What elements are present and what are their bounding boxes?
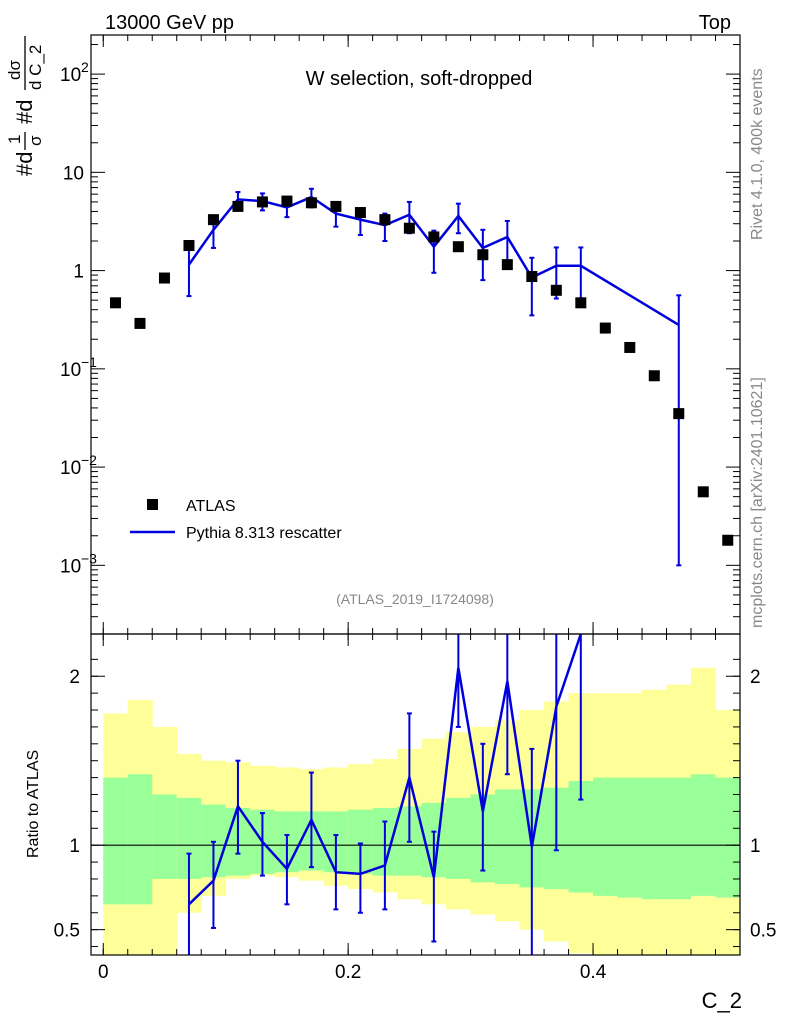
atlas-data-point [648,370,660,382]
ratio-tick-label-right: 1 [750,836,761,857]
atlas-data-point [330,200,342,212]
ylabel-part-a: #d [12,152,37,176]
ylabel-part-b: 1 [5,135,24,144]
atlas-data-point [722,534,734,546]
band-inner-bin [152,794,178,879]
atlas-data-point [379,214,391,226]
band-inner-bin [666,777,692,900]
legend: ATLAS Pythia 8.313 rescatter [130,498,342,542]
ratio-tick-label: 1 [69,836,80,857]
y-tick-label: 10 [60,458,81,479]
atlas-data-point [673,408,685,420]
atlas-data-point [232,200,244,212]
atlas-data-point [501,259,513,271]
process-tag: Top [699,12,731,34]
x-tick-label: 0 [98,962,109,983]
ratio-y-axis-label: Ratio to ATLAS [25,750,42,858]
band-inner-bin [642,777,668,900]
ylabel-part-f: d C_2 [26,45,45,90]
y-tick-exponent: 2 [81,59,89,75]
atlas-data-point [526,271,538,283]
main-frame [90,34,741,635]
y-tick-label: 1 [73,262,84,283]
x-axis-label: C_2 [702,988,742,1013]
ylabel-part-d: #d [12,100,37,124]
legend-atlas-marker [147,499,158,510]
band-inner-bin [127,774,153,905]
ylabel-part-e: dσ [5,60,24,80]
ratio-panel [91,633,741,955]
main-panel [109,187,734,567]
ratio-tick-label: 2 [69,667,80,688]
atlas-data-point [281,195,293,207]
x-tick-label: 0.4 [580,962,607,983]
atlas-data-point [134,317,146,329]
band-inner-bin [617,777,643,898]
y-tick-label: 10 [60,65,81,86]
y-tick-exponent: −3 [81,550,97,566]
ratio-tick-label-right: 0.5 [750,921,776,942]
band-inner-bin [593,777,619,896]
atlas-data-point [624,341,636,353]
atlas-data-point [158,272,170,284]
band-inner-bin [691,774,717,896]
mcplots-label: mcplots.cern.ch [arXiv:2401.10621] [749,377,766,628]
atlas-data-point [599,322,611,334]
energy-label: 13000 GeV pp [105,12,234,34]
band-inner-bin [495,789,521,885]
atlas-data-point [697,486,709,498]
y-tick-exponent: −1 [81,354,97,370]
y-tick-label: 10 [60,556,81,577]
legend-atlas-label: ATLAS [186,498,236,515]
ylabel-part-c: σ [26,135,45,146]
atlas-data-point [575,297,587,309]
atlas-data-point [109,297,121,309]
y-tick-exponent: −2 [81,452,97,468]
atlas-data-point [403,222,415,234]
atlas-data-point [207,214,219,226]
x-tick-label: 0.2 [335,962,361,983]
legend-pythia-label: Pythia 8.313 rescatter [186,525,342,542]
band-inner-bin [103,777,129,905]
band-inner-bin [446,797,472,879]
atlas-data-point [183,240,195,252]
atlas-data-point [305,197,317,209]
atlas-data-point [452,241,464,253]
atlas-data-point [354,207,366,219]
main-y-axis-label: #d 1 σ #d dσ d C_2 [5,36,45,176]
chart-title: W selection, soft-dropped [306,68,533,90]
atlas-data-point [477,249,489,261]
band-inner-bin [715,777,741,898]
atlas-data-point [550,284,562,296]
ratio-tick-label: 0.5 [54,921,80,942]
y-tick-label: 10 [63,163,84,184]
rivet-version-label: Rivet 4.1.0, 400k events [749,68,766,240]
atlas-data-point [428,231,440,243]
ratio-tick-label-right: 2 [750,667,761,688]
y-tick-label: 10 [60,360,81,381]
analysis-watermark: (ATLAS_2019_I1724098) [336,591,494,607]
atlas-data-point [256,196,268,208]
